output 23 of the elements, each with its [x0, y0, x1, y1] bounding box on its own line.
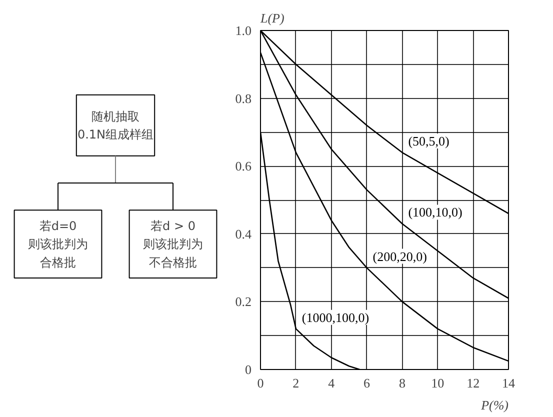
- series-label: (200,20,0): [372, 248, 427, 264]
- text: 若d > 0 则该批判为不合格批: [143, 218, 203, 270]
- y-tick-label: 0.4: [235, 226, 252, 242]
- x-tick-label: 8: [398, 376, 406, 390]
- x-tick-label: 0: [257, 376, 264, 390]
- y-tick-label: 1.0: [235, 23, 252, 38]
- y-tick-label: 0: [245, 362, 252, 377]
- series-label: (1000,100,0): [302, 310, 370, 325]
- y-tick-label: 0.6: [235, 158, 252, 174]
- x-tick-label: 2: [292, 376, 300, 390]
- y-tick-label: 0.2: [235, 294, 252, 310]
- text: 随机抽取 0.1N组成样组: [77, 109, 154, 142]
- x-axis-title: P(%): [480, 398, 509, 412]
- x-tick-label: 10: [431, 376, 444, 390]
- text: 若d=0 则该批判为合格批: [28, 218, 88, 270]
- x-tick-label: 4: [328, 376, 336, 390]
- y-axis-title: L(P): [260, 10, 284, 26]
- x-tick-label: 14: [502, 376, 516, 390]
- series-label: (50,5,0): [408, 134, 450, 149]
- x-tick-label: 12: [466, 376, 480, 390]
- series-label: (100,10,0): [408, 204, 462, 220]
- x-tick-label: 6: [364, 376, 371, 390]
- y-tick-label: 0.8: [235, 90, 252, 106]
